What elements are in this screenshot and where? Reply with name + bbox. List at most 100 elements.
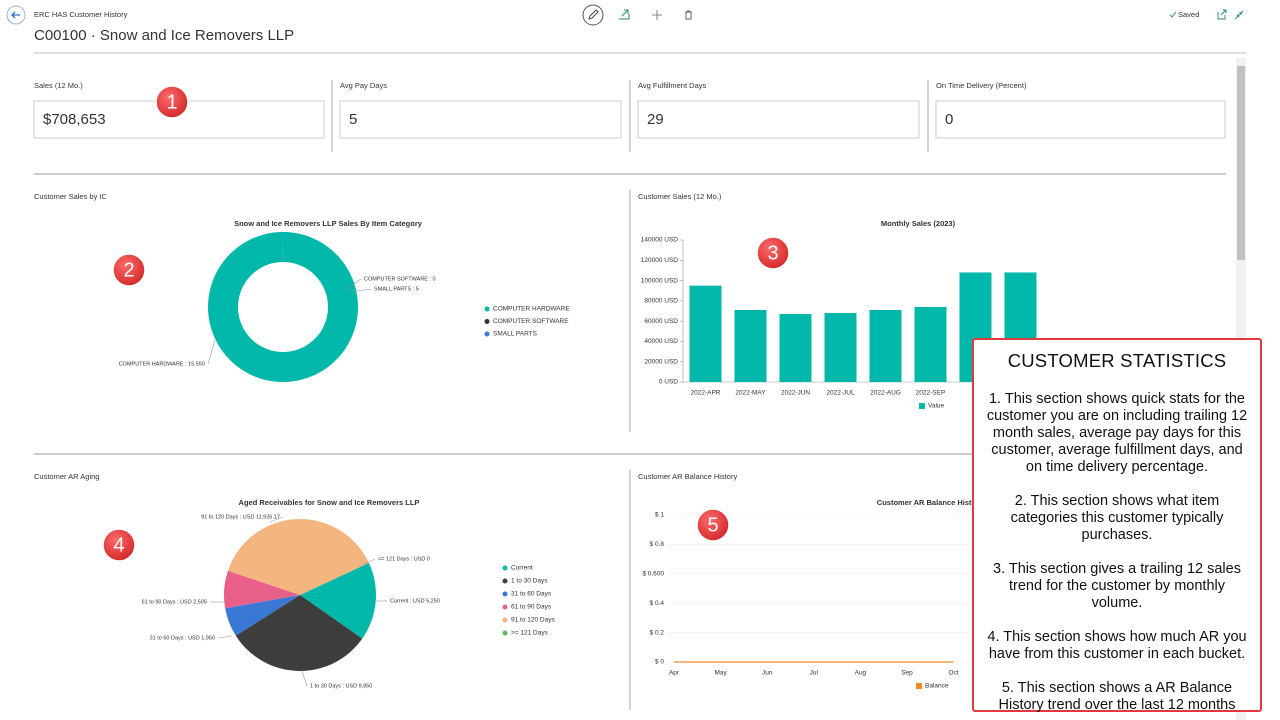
legend-swatch xyxy=(502,630,508,636)
kpi-value: 0 xyxy=(945,111,953,128)
data-label: 31 to 60 Days : USD 1,950 xyxy=(150,635,215,641)
y-tick-label: 140000 USD xyxy=(641,237,679,244)
legend-swatch xyxy=(502,591,508,597)
scrollbar-thumb[interactable] xyxy=(1237,66,1245,260)
legend-swatch xyxy=(484,306,490,312)
x-tick-label: Apr xyxy=(669,670,680,677)
legend-swatch xyxy=(919,403,925,409)
section-label: Customer Sales (12 Mo.) xyxy=(638,192,722,201)
new-button[interactable] xyxy=(652,10,662,20)
pie-slice xyxy=(227,519,369,595)
chart-title: Customer AR Balance History xyxy=(877,498,984,507)
y-tick-label: 100000 USD xyxy=(641,277,679,284)
y-tick-label: $ 0 xyxy=(655,659,664,666)
callout-item: 1. This section shows quick stats for th… xyxy=(986,391,1248,475)
badge xyxy=(112,253,146,287)
y-tick-label: 20000 USD xyxy=(644,358,678,365)
open-new-window[interactable] xyxy=(1217,9,1227,20)
leader-line xyxy=(301,670,308,687)
kpi-value: $708,653 xyxy=(43,111,106,128)
y-tick-label: $ 0.2 xyxy=(650,629,665,636)
legend-label: 91 to 120 Days xyxy=(511,617,555,624)
callout: CUSTOMER STATISTICS 1. This section show… xyxy=(972,338,1262,713)
legend-label: 31 to 60 Days xyxy=(511,591,552,598)
kpi-label: On Time Delivery (Percent) xyxy=(936,81,1027,90)
callout-item: 4. This section shows how much AR you ha… xyxy=(987,629,1247,662)
y-tick-label: 60000 USD xyxy=(644,318,678,325)
leader-line xyxy=(344,278,362,291)
kpi-box xyxy=(637,100,920,139)
legend-swatch xyxy=(502,578,508,584)
callout-title: CUSTOMER STATISTICS xyxy=(1007,350,1227,371)
pie-slice xyxy=(235,595,363,672)
badge-number: 2 xyxy=(123,259,134,281)
badge xyxy=(756,236,790,270)
x-tick-label: 2022-MAY xyxy=(735,390,766,397)
section-label: Customer Sales by IC xyxy=(34,192,108,201)
data-label: SMALL PARTS : 5 xyxy=(374,286,419,292)
legend-swatch xyxy=(502,565,508,571)
x-tick-label: 2022-JUN xyxy=(781,390,811,397)
chart-title: Aged Receivables for Snow and Ice Remove… xyxy=(239,498,420,507)
y-tick-label: 80000 USD xyxy=(644,298,678,305)
page-title: C00100 · Snow and Ice Removers LLP xyxy=(34,27,294,44)
kpi-value: 29 xyxy=(647,111,664,128)
x-tick-label: Jul xyxy=(810,670,819,677)
breadcrumb: ERC HAS Customer History xyxy=(34,10,128,19)
x-tick-label: 2022-SEP xyxy=(916,390,946,397)
badge-number: 5 xyxy=(707,514,718,536)
data-label: 61 to 90 Days : USD 2,505 xyxy=(142,599,207,605)
x-tick-label: Aug xyxy=(855,670,867,677)
pie-slice xyxy=(225,595,300,636)
edit-button[interactable] xyxy=(582,4,604,26)
x-tick-label: 2022-JUL xyxy=(826,390,855,397)
legend-swatch xyxy=(916,683,922,689)
bar xyxy=(734,309,767,382)
legend-label: COMPUTER HARDWARE xyxy=(493,306,570,313)
legend-label: COMPUTER SOFTWARE xyxy=(493,318,569,325)
data-label: COMPUTER HARDWARE : 15,550 xyxy=(119,361,205,367)
y-tick-label: $ 0.600 xyxy=(642,571,664,578)
data-label: 1 to 30 Days : USD 9,850 xyxy=(310,683,372,689)
leader-line xyxy=(361,558,376,566)
badge-number: 4 xyxy=(113,534,124,556)
section-label: Customer AR Balance History xyxy=(638,472,737,481)
collapse-button[interactable] xyxy=(1234,10,1244,20)
data-label: Current : USD 5,250 xyxy=(390,598,440,604)
kpi-value: 5 xyxy=(349,111,357,128)
y-tick-label: $ 0.8 xyxy=(650,541,665,548)
data-label: 91 to 120 Days : USD 11,926.17 xyxy=(201,514,280,520)
legend-label: Value xyxy=(928,403,945,410)
x-tick-label: Sep xyxy=(901,670,913,677)
back-button[interactable] xyxy=(6,5,26,25)
legend-swatch xyxy=(484,319,490,324)
pie-slice xyxy=(224,570,300,609)
delete-button[interactable] xyxy=(685,10,692,20)
badge xyxy=(696,508,730,542)
share-button[interactable] xyxy=(619,9,630,20)
x-tick-label: 2022-APR xyxy=(691,390,721,397)
callout-item: 5. This section shows a AR Balance Histo… xyxy=(998,680,1236,713)
legend-swatch xyxy=(484,331,490,337)
callout-item: 2. This section shows what item categori… xyxy=(1010,493,1224,543)
pie-slice xyxy=(300,562,376,639)
donut-slice xyxy=(207,232,358,382)
legend-swatch xyxy=(502,604,508,610)
badge xyxy=(155,85,189,119)
kpi-label: Avg Fulfillment Days xyxy=(638,81,706,90)
y-tick-label: $ 1 xyxy=(655,512,664,519)
badge-number: 3 xyxy=(767,242,778,264)
section-label: Customer AR Aging xyxy=(34,472,99,481)
data-label: >= 121 Days : USD 0 xyxy=(378,556,430,562)
leader-line xyxy=(349,288,372,293)
legend-label: 61 to 90 Days xyxy=(511,604,552,611)
leader-line xyxy=(207,339,216,365)
bar xyxy=(824,313,857,382)
x-tick-label: 2022-AUG xyxy=(870,390,901,397)
kpi-label: Sales (12 Mo.) xyxy=(34,81,83,90)
x-tick-label: May xyxy=(714,670,727,677)
chart-title: Snow and Ice Removers LLP Sales By Item … xyxy=(234,219,423,228)
y-tick-label: $ 0.4 xyxy=(650,600,665,607)
kpi-label: Avg Pay Days xyxy=(340,81,387,90)
save-status: Saved xyxy=(1178,10,1199,19)
